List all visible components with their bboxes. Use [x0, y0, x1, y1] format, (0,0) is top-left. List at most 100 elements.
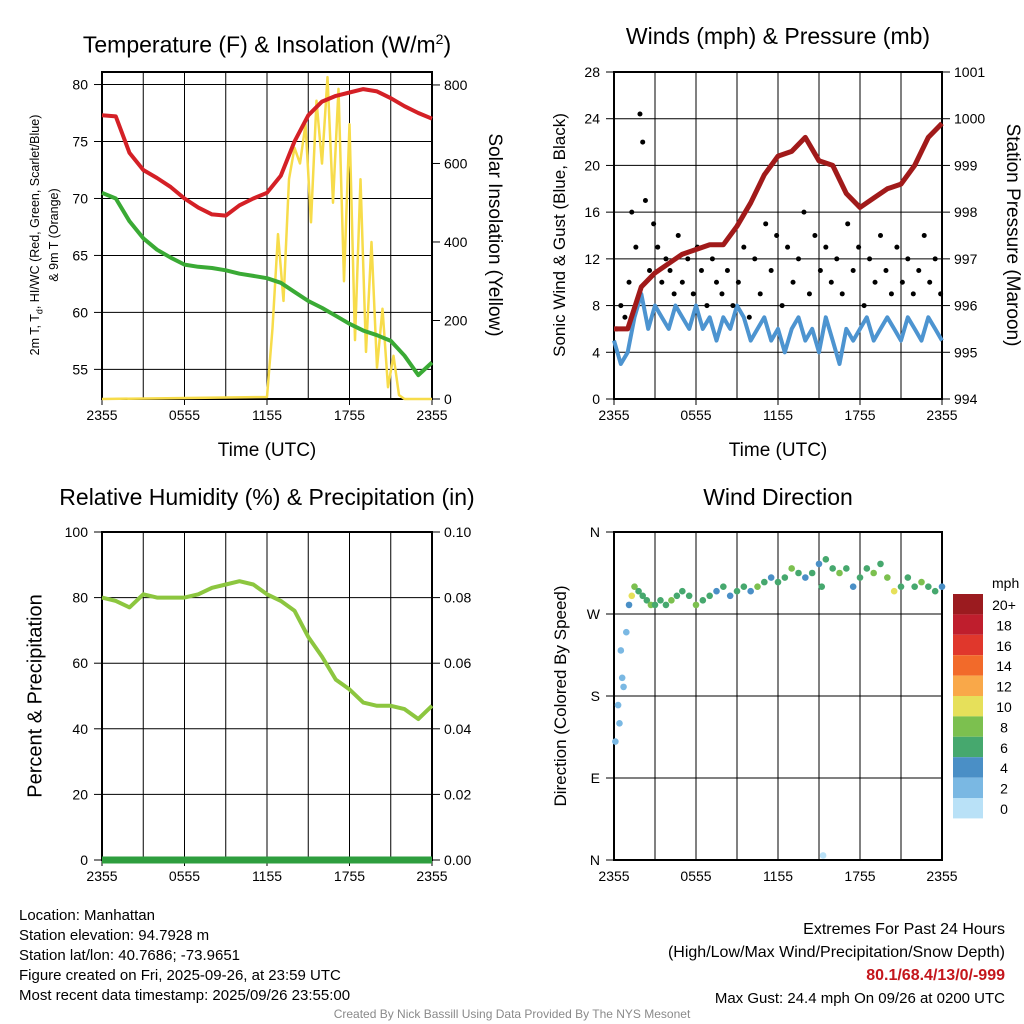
gust-point	[878, 233, 883, 238]
gust-point	[719, 291, 725, 297]
gust-point	[746, 314, 752, 320]
direction-point	[774, 578, 782, 586]
direction-point	[911, 583, 918, 590]
direction-point	[747, 587, 754, 595]
direction-point	[890, 587, 898, 595]
y-tick-label: 60	[72, 304, 88, 320]
y2-tick-label: 0.02	[444, 786, 471, 802]
y-tick-label: N	[590, 524, 600, 540]
gust-point	[867, 256, 873, 262]
legend-swatch	[953, 757, 983, 778]
y-tick-label: 80	[72, 77, 88, 93]
direction-point	[673, 592, 681, 600]
gust-point	[796, 256, 801, 262]
gust-point	[883, 268, 889, 274]
y2-tick-label: 400	[444, 234, 468, 250]
gust-point	[812, 233, 818, 238]
y2-tick-label: 1001	[954, 64, 985, 80]
legend-label: 20+	[992, 597, 1016, 613]
direction-point	[931, 587, 939, 595]
direction-point	[679, 587, 686, 595]
legend-swatch	[953, 634, 983, 656]
legend-swatch	[953, 594, 983, 615]
gust-point	[932, 256, 938, 262]
legend-swatch	[953, 614, 983, 635]
direction-point	[651, 601, 659, 609]
y-tick-label: 20	[584, 157, 600, 173]
dewpoint-line	[101, 190, 434, 378]
y2-tick-label: 200	[444, 312, 468, 328]
gust-point	[690, 291, 696, 297]
legend-swatch	[953, 696, 983, 717]
gust-point	[714, 279, 719, 285]
sonic-wind-line	[612, 291, 944, 366]
gust-point	[741, 244, 747, 250]
direction-point	[815, 560, 823, 568]
temp-xlabel: Time (UTC)	[217, 440, 317, 461]
direction-point	[761, 578, 768, 586]
y2-tick-label: 1000	[954, 111, 985, 127]
direction-point	[726, 592, 734, 600]
direction-point	[884, 574, 891, 581]
direction-point	[617, 647, 625, 654]
wind-xlabel: Time (UTC)	[728, 440, 828, 461]
x-tick-label: 0555	[680, 407, 711, 423]
x-tick-label: 1755	[334, 407, 365, 423]
direction-point	[767, 574, 775, 581]
gust-point	[910, 291, 916, 297]
direction-point	[925, 583, 932, 590]
y-tick-label: 20	[72, 786, 88, 802]
y2-tick-label: 0.10	[444, 524, 471, 540]
direction-point	[938, 583, 946, 590]
direction-point	[662, 601, 670, 609]
gust-point	[679, 279, 685, 285]
y-tick-label: 100	[65, 524, 89, 540]
direction-point	[692, 601, 700, 609]
x-tick-label: 2355	[86, 868, 117, 884]
direction-point	[713, 587, 720, 595]
wind-ylabel: Sonic Wind & Gust (Blue, Black)	[550, 113, 569, 357]
legend-swatch	[953, 736, 983, 758]
y-tick-label: 28	[584, 64, 600, 80]
gust-point	[834, 256, 840, 262]
y-tick-label: 70	[72, 190, 88, 206]
rh-panel-title: Relative Humidity (%) & Precipitation (i…	[59, 484, 475, 510]
y2-tick-label: 0.08	[444, 590, 471, 606]
gust-point	[817, 268, 823, 274]
x-tick-label: 1155	[763, 407, 793, 423]
legend-swatch	[953, 716, 983, 737]
direction-point	[754, 583, 761, 590]
direction-point	[877, 560, 884, 568]
y2-tick-label: 998	[954, 204, 978, 220]
gust-point	[663, 256, 669, 262]
gust-point	[730, 303, 736, 309]
direction-point	[781, 574, 789, 581]
gust-point	[790, 279, 796, 285]
gust-point	[921, 233, 927, 238]
y-tick-label: 65	[72, 247, 88, 263]
direction-point	[819, 852, 827, 859]
pressure-line	[614, 121, 944, 332]
gust-point	[629, 209, 635, 215]
x-tick-label: 1755	[844, 407, 875, 423]
legend-label: 4	[1000, 760, 1008, 776]
direction-point	[612, 738, 619, 745]
max-gust: Max Gust: 24.4 mph On 09/26 at 0200 UTC	[714, 990, 1005, 1007]
x-tick-label: 1755	[334, 868, 365, 884]
gust-point	[659, 279, 665, 285]
legend-label: 0	[1000, 801, 1008, 817]
direction-point	[829, 565, 836, 572]
y-tick-label: S	[591, 688, 600, 704]
recent-timestamp: Most recent data timestamp: 2025/09/26 2…	[19, 987, 351, 1004]
gust-point	[704, 303, 710, 309]
gust-point	[916, 268, 922, 274]
x-tick-label: 1155	[763, 868, 793, 884]
x-tick-label: 1755	[844, 868, 875, 884]
y-tick-label: E	[591, 770, 600, 786]
y2-tick-label: 997	[954, 251, 978, 267]
y2-tick-label: 996	[954, 298, 978, 314]
dir-ylabel: Direction (Colored By Speed)	[551, 585, 570, 807]
temp-panel-title: Temperature (F) & Insolation (W/m2)	[82, 31, 452, 58]
direction-point	[788, 565, 795, 572]
solar-insolation-line	[101, 75, 432, 401]
